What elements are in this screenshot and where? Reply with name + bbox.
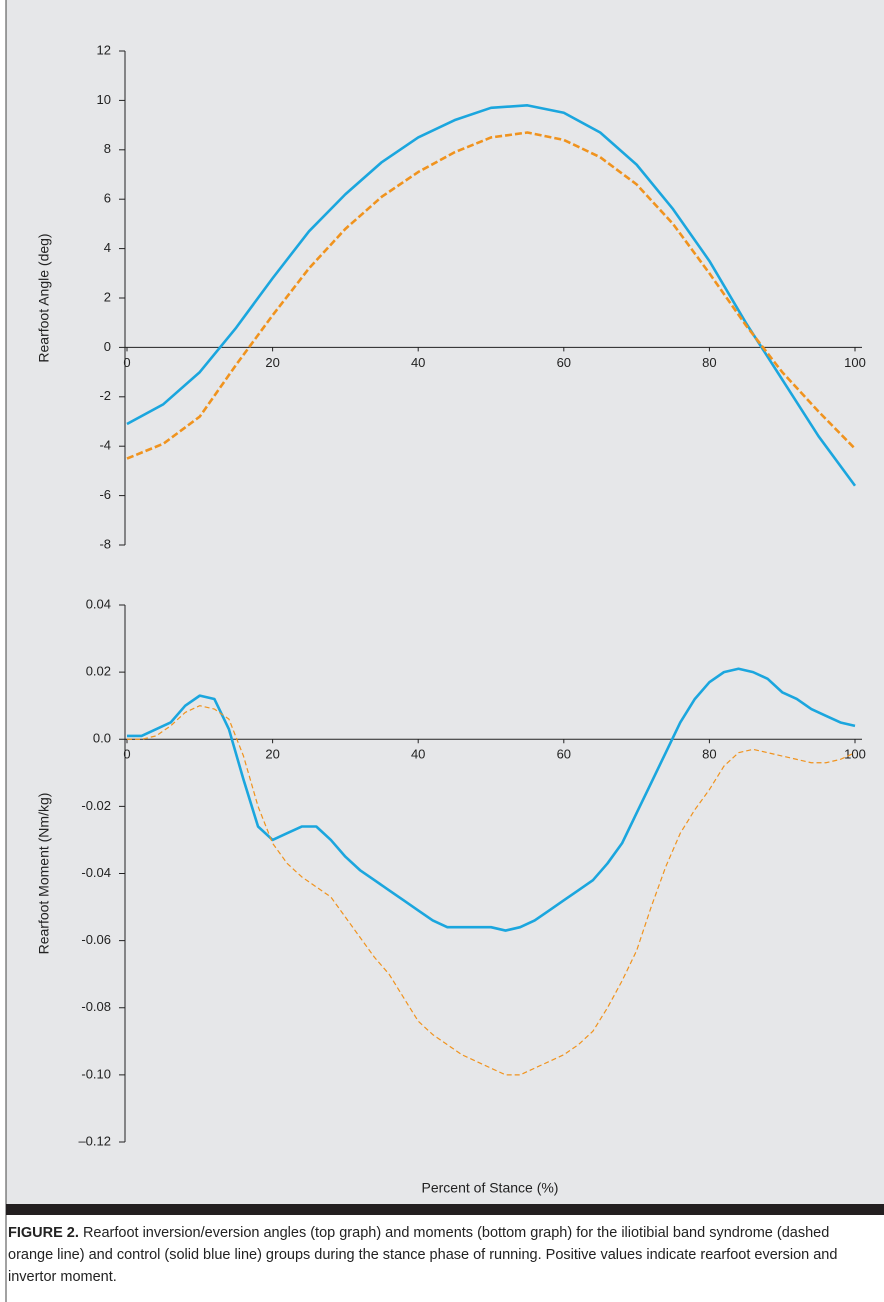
y-tick-label: -0.04 bbox=[81, 865, 111, 880]
x-tick-label: 0 bbox=[123, 355, 130, 370]
y-axis-label: Rearfoot Moment (Nm/kg) bbox=[36, 793, 52, 955]
y-tick-label: 0.0 bbox=[93, 731, 111, 746]
y-tick-label: -4 bbox=[99, 438, 111, 453]
y-axis-label: Rearfoot Angle (deg) bbox=[36, 233, 52, 362]
x-tick-label: 40 bbox=[411, 747, 425, 762]
y-tick-label: -0.08 bbox=[81, 999, 111, 1014]
y-tick-label: 0.02 bbox=[86, 664, 111, 679]
figure-background bbox=[6, 0, 884, 1204]
y-tick-label: 0 bbox=[104, 339, 111, 354]
y-tick-label: –0.12 bbox=[78, 1133, 111, 1148]
y-tick-label: -8 bbox=[99, 536, 111, 551]
x-tick-label: 60 bbox=[557, 355, 571, 370]
x-tick-label: 80 bbox=[702, 355, 716, 370]
x-tick-label: 20 bbox=[265, 747, 279, 762]
x-tick-label: 100 bbox=[844, 747, 866, 762]
y-tick-label: 0.04 bbox=[86, 596, 111, 611]
y-tick-label: 4 bbox=[104, 240, 111, 255]
x-tick-label: 80 bbox=[702, 747, 716, 762]
series-line bbox=[127, 667, 856, 932]
series-line bbox=[126, 131, 856, 460]
y-tick-label: 12 bbox=[97, 42, 111, 57]
caption: FIGURE 2. Rearfoot inversion/eversion an… bbox=[8, 1222, 874, 1288]
x-tick-label: 40 bbox=[411, 355, 425, 370]
y-tick-label: -0.02 bbox=[81, 798, 111, 813]
caption-label: FIGURE 2. bbox=[8, 1225, 79, 1241]
y-tick-label: 10 bbox=[97, 92, 111, 107]
x-tick-label: 20 bbox=[265, 355, 279, 370]
y-tick-label: -0.10 bbox=[81, 1066, 111, 1081]
y-tick-label: -0.06 bbox=[81, 932, 111, 947]
y-tick-label: -2 bbox=[99, 388, 111, 403]
x-axis-label: Percent of Stance (%) bbox=[422, 1180, 559, 1196]
x-tick-label: 100 bbox=[844, 355, 866, 370]
y-tick-label: 2 bbox=[104, 289, 111, 304]
caption-rule bbox=[6, 1204, 884, 1215]
y-tick-label: -6 bbox=[99, 487, 111, 502]
y-tick-label: 6 bbox=[104, 191, 111, 206]
y-tick-label: 8 bbox=[104, 141, 111, 156]
x-tick-label: 0 bbox=[123, 747, 130, 762]
series-line bbox=[126, 104, 857, 487]
x-tick-label: 60 bbox=[557, 747, 571, 762]
caption-text: Rearfoot inversion/eversion angles (top … bbox=[8, 1225, 838, 1285]
series-line bbox=[127, 705, 856, 1076]
